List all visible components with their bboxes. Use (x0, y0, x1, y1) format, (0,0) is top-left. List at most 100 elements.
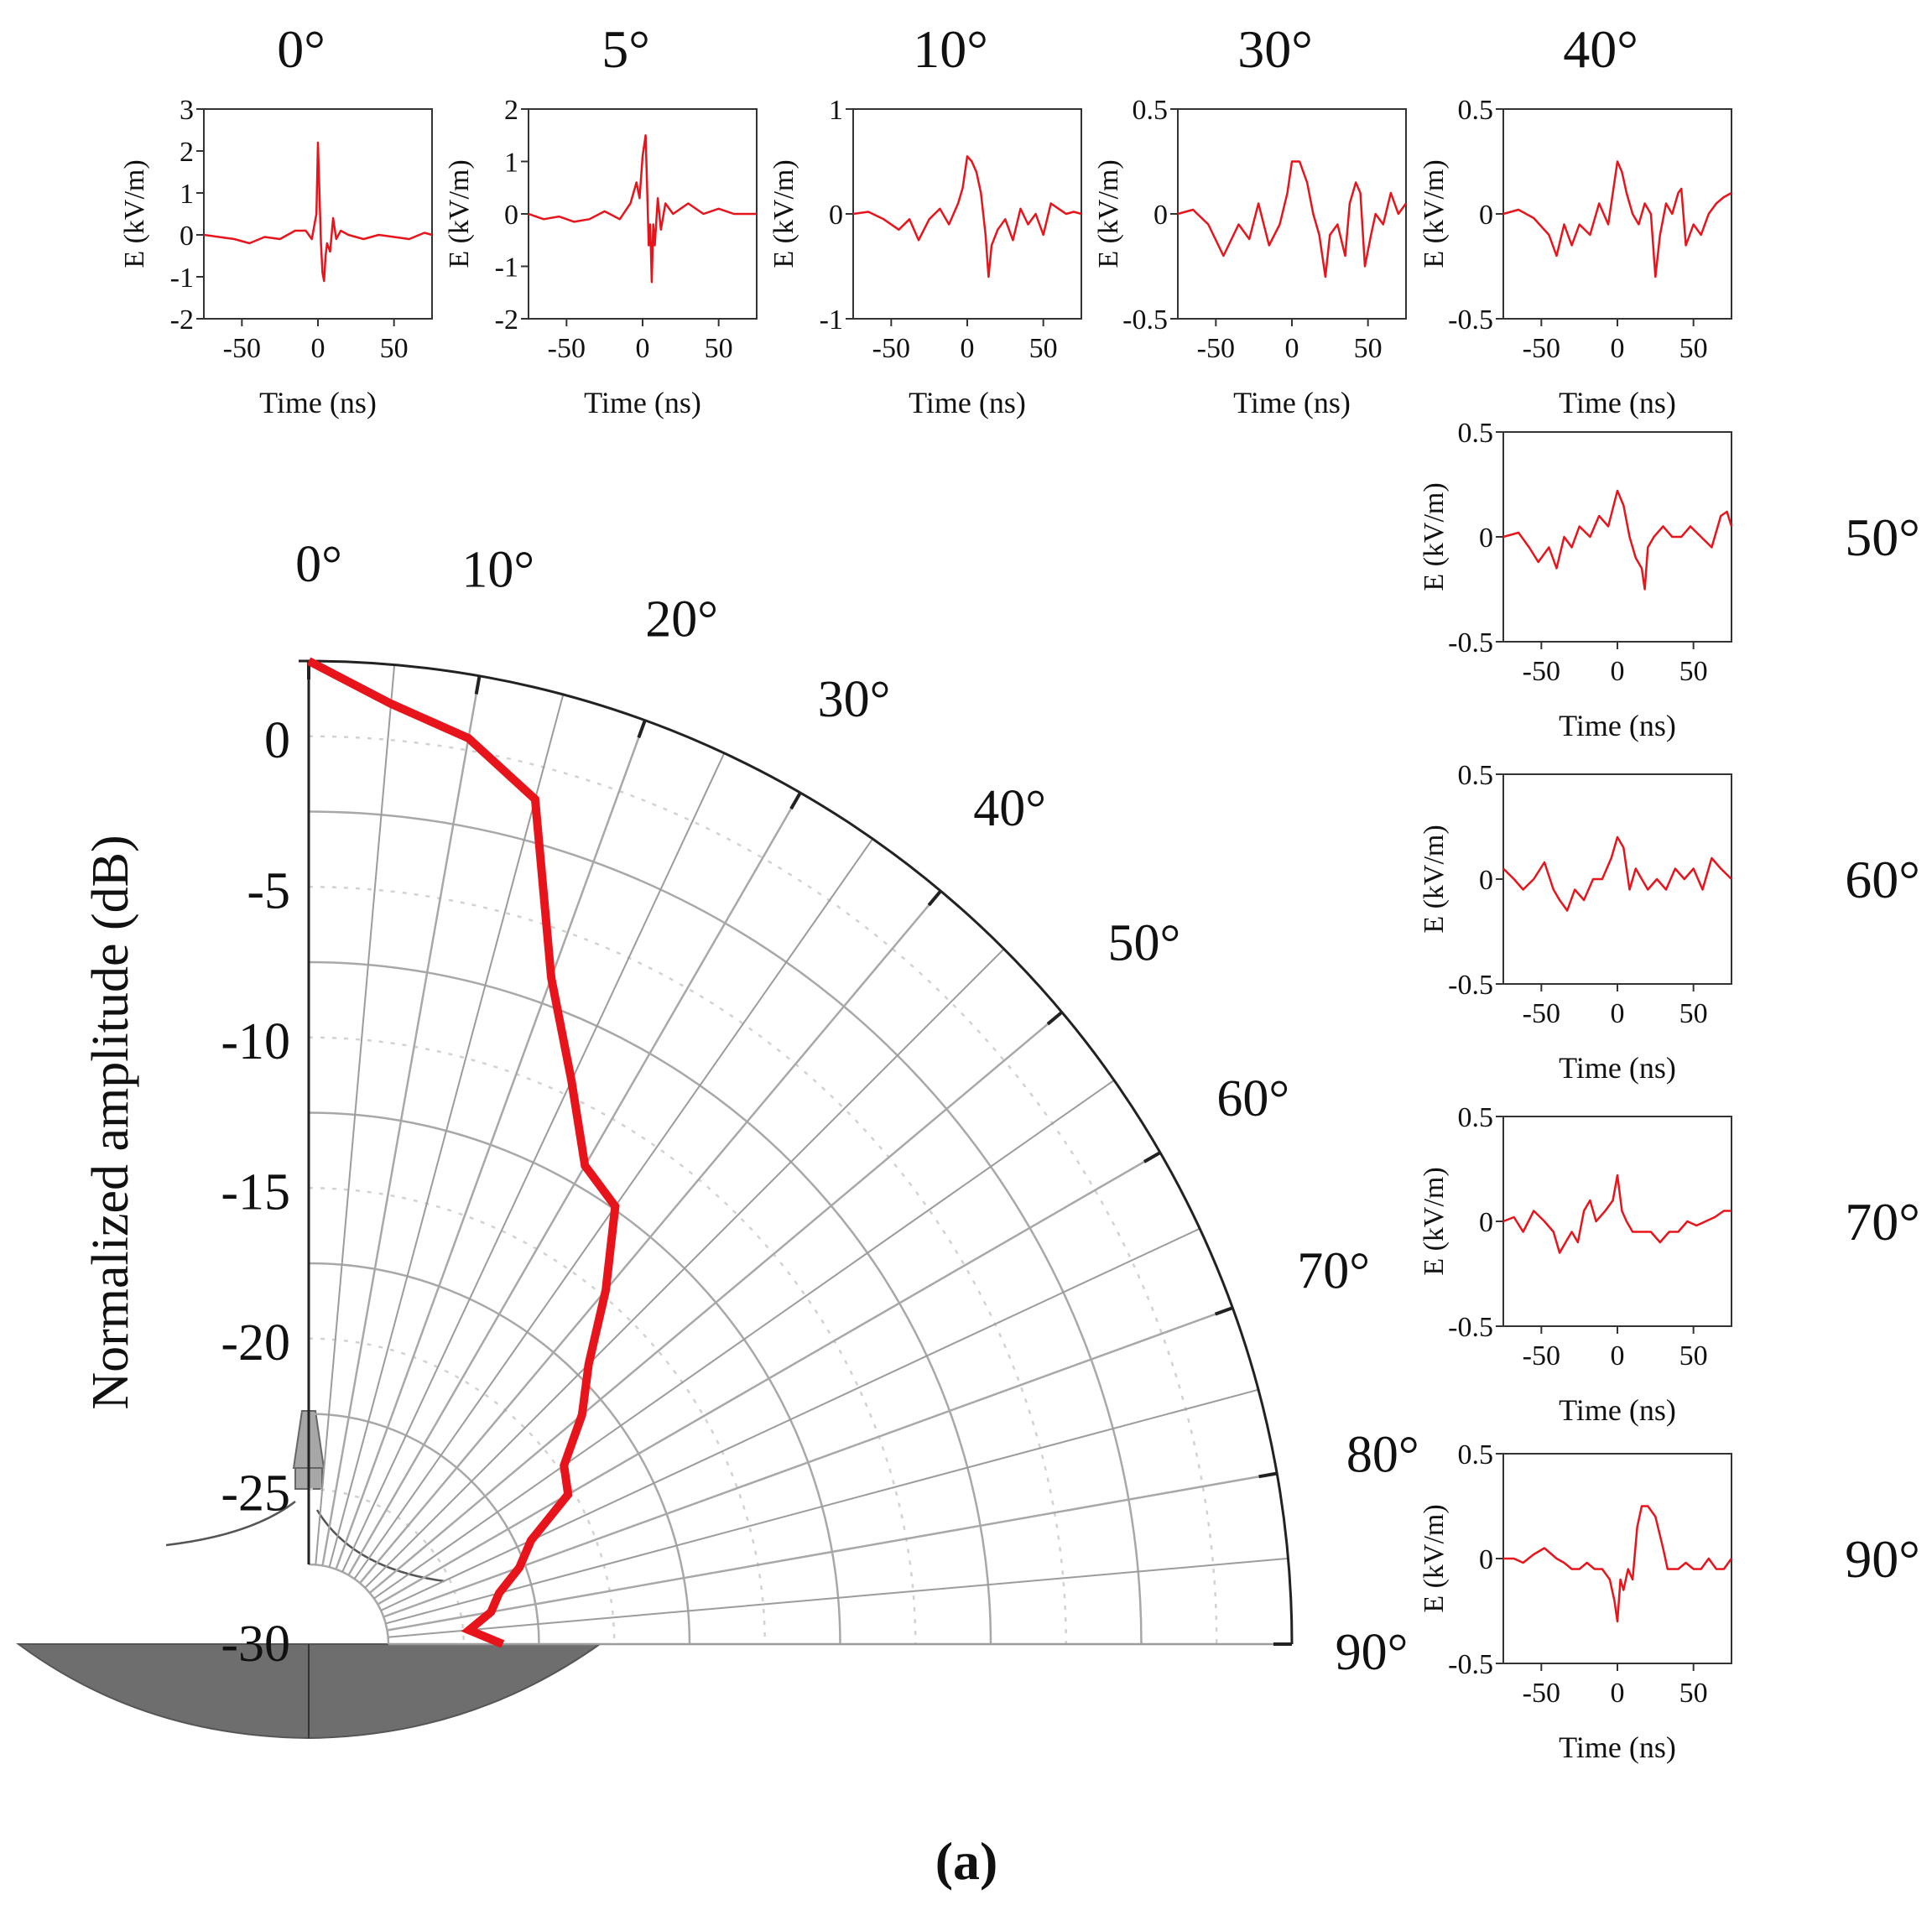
waveform-y-tick-label: 3 (180, 95, 194, 126)
polar-angle-tick-label: 50° (1107, 914, 1180, 971)
waveform-x-tick-label: -50 (548, 333, 586, 364)
waveform-panel: -50 0 50 0.5 0 -0.5 Time (ns) E (kV/m) 30° (1093, 19, 1408, 419)
waveform-trace (1502, 835, 1732, 912)
waveform-frame (1502, 1453, 1732, 1664)
waveform-x-tick-label: 50 (380, 333, 409, 364)
polar-outer-frame (308, 659, 1294, 1645)
polar-spoke (380, 1227, 1200, 1611)
waveform-panel: -50 0 50 0.5 0 -0.5 Time (ns) E (kV/m) 70° (1419, 1102, 1920, 1427)
waveform-y-tick-label: -0.5 (1448, 1649, 1493, 1680)
waveform-xlabel: Time (ns) (584, 386, 701, 419)
polar-spoke (321, 675, 481, 1566)
waveform-ylabel: E (kV/m) (1419, 1504, 1450, 1612)
waveform-angle-label: 5° (601, 19, 650, 79)
antenna-model (15, 1410, 603, 1740)
polar-chart: 0 -5 -10 -15 -20 -25 -30 0° 10° 20° 30° 40° 50° 60° 70… (15, 536, 1419, 1740)
waveform-xlabel: Time (ns) (1559, 1393, 1676, 1427)
waveform-frame (1177, 108, 1407, 320)
waveform-x-tick-label: 50 (1679, 1340, 1708, 1371)
waveform-y-tick-label: -0.5 (1448, 627, 1493, 658)
waveform-x-tick-label: 50 (1679, 656, 1708, 687)
waveform-trace (852, 155, 1082, 278)
polar-angle-tick (474, 675, 482, 695)
waveform-x-tick-label: -50 (1523, 1340, 1560, 1371)
waveform-trace (203, 141, 433, 283)
polar-angle-tick (1214, 1306, 1234, 1316)
polar-spoke (388, 1557, 1289, 1638)
waveform-xlabel: Time (ns) (259, 386, 377, 419)
waveform-frame (203, 108, 433, 320)
waveform-x-tick-label: -50 (223, 333, 261, 364)
waveform-x-tick-label: 0 (1285, 333, 1299, 364)
waveform-y-tick-label: -2 (495, 304, 518, 336)
waveform-panel: -50 0 50 2 1 0 -1 -2 Time (ns) E (kV/m) 5° (444, 19, 758, 419)
waveform-frame (852, 108, 1082, 320)
feed-cable-line (165, 1501, 296, 1547)
waveform-y-tick-label: 1 (829, 95, 843, 126)
polar-spoke (383, 1306, 1233, 1618)
waveform-panel: -50 0 50 3 2 1 0 -1 -2 Time (ns) E (kV/m) 0° (119, 19, 433, 419)
waveform-ylabel: E (kV/m) (1419, 482, 1450, 591)
waveform-trace (528, 134, 757, 284)
waveform-x-tick-label: -50 (1523, 656, 1560, 687)
waveform-y-tick-label: 0 (1479, 523, 1493, 554)
polar-angle-tick (637, 719, 647, 739)
polar-spoke (341, 752, 726, 1573)
waveform-panel: -50 0 50 0.5 0 -0.5 Time (ns) E (kV/m) 40° (1419, 19, 1732, 419)
waveform-y-tick-label: -2 (170, 304, 194, 336)
waveform-trace (1502, 489, 1733, 591)
waveform-y-tick-label: 0 (1479, 1544, 1493, 1575)
polar-angle-tick-label: 20° (645, 591, 718, 648)
polar-ylabel: Normalized amplitude (dB) (82, 835, 139, 1409)
waveform-frame (1502, 431, 1732, 643)
waveform-y-tick-label: 0 (1479, 1207, 1493, 1238)
polar-major-ring (308, 1563, 390, 1645)
polar-spoke (347, 792, 802, 1576)
polar-minor-ring (308, 1337, 616, 1645)
waveform-y-tick-label: -1 (820, 304, 843, 336)
waveform-x-tick-label: 0 (1611, 1340, 1625, 1371)
waveform-y-tick-label: 2 (180, 137, 194, 168)
waveform-panel: -50 0 50 0.5 0 -0.5 Time (ns) E (kV/m) 90° (1419, 1439, 1920, 1764)
polar-spoke (335, 720, 647, 1570)
waveform-angle-label: 10° (913, 19, 988, 79)
waveform-y-tick-label: 0 (829, 200, 843, 231)
polar-angle-tick-label: 40° (973, 780, 1046, 837)
waveform-angle-label: 50° (1845, 507, 1920, 567)
waveform-y-tick-label: 0 (1153, 200, 1168, 231)
polar-radial-tick-label: -30 (221, 1616, 290, 1673)
polar-spoke (387, 1472, 1278, 1632)
waveform-y-tick-label: 0 (180, 221, 194, 252)
polar-radial-tick-label: -5 (247, 863, 290, 920)
polar-tick-labels: 0 -5 -10 -15 -20 -25 -30 0° 10° 20° 30° 40° 50° 60° 70… (221, 536, 1419, 1681)
waveform-y-tick-label: -0.5 (1448, 1312, 1493, 1343)
waveform-y-tick-label: 0.5 (1458, 418, 1494, 449)
waveform-y-tick-label: 0.5 (1458, 1439, 1494, 1470)
waveform-x-tick-label: 50 (1029, 333, 1058, 364)
polar-angle-tick-label: 80° (1346, 1426, 1419, 1483)
waveform-panel: -50 0 50 0.5 0 -0.5 Time (ns) E (kV/m) 60° (1419, 760, 1920, 1085)
waveform-y-tick-label: 0.5 (1133, 95, 1169, 126)
waveform-x-tick-label: 0 (1611, 1678, 1625, 1709)
waveform-x-tick-label: -50 (1523, 333, 1560, 364)
polar-angle-tick-label: 0° (295, 536, 342, 593)
waveform-xlabel: Time (ns) (1559, 386, 1676, 419)
waveform-y-tick-label: 0 (504, 200, 518, 231)
waveform-trace (1502, 1174, 1732, 1254)
polar-angle-tick-label: 30° (818, 671, 891, 728)
waveform-y-tick-label: -0.5 (1448, 304, 1493, 336)
polar-angle-tick (1046, 1011, 1064, 1026)
waveform-x-tick-label: 0 (1611, 656, 1625, 687)
polar-series-line (306, 657, 620, 1648)
waveform-x-tick-label: 50 (1679, 998, 1708, 1029)
waveform-ylabel: E (kV/m) (1419, 1167, 1450, 1275)
waveform-xlabel: Time (ns) (1559, 1051, 1676, 1085)
polar-spoke (364, 948, 1005, 1589)
polar-minor-ring (308, 1187, 766, 1645)
waveform-y-tick-label: -0.5 (1448, 970, 1493, 1001)
waveform-y-tick-label: 0.5 (1458, 95, 1494, 126)
polar-spoke (368, 1011, 1063, 1594)
waveform-trace (1503, 1505, 1733, 1623)
polar-spoke (328, 694, 565, 1568)
